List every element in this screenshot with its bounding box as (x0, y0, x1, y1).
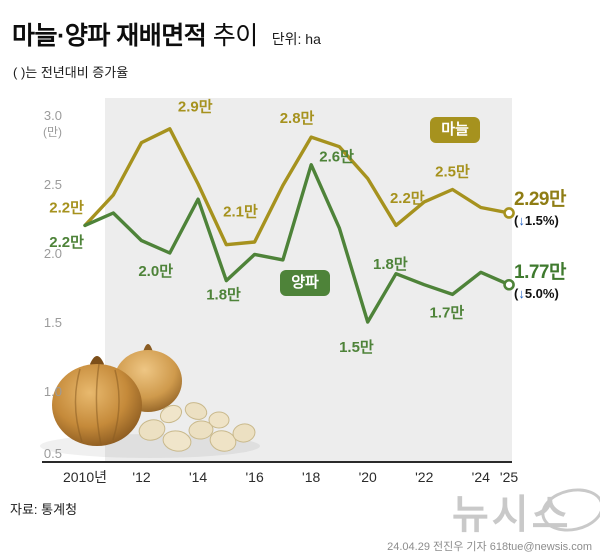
onion-line (83, 162, 511, 324)
y-tick-label: 2.0 (44, 246, 62, 261)
y-tick-label: 1.0 (44, 384, 62, 399)
onion-data-label: 2.6만 (319, 148, 354, 165)
onion-skin-streak (74, 368, 83, 443)
paren: ( (514, 286, 519, 301)
paren: ( (514, 213, 519, 228)
y-tick-label: 2.5 (44, 177, 62, 192)
onion-data-label: 1.7만 (430, 304, 465, 321)
garlic-data-label: 2.8만 (280, 110, 315, 127)
onion-skin-streak (112, 369, 120, 441)
down-arrow-icon: ↓ (518, 213, 525, 228)
title-main: 마늘·양파 재배면적 (12, 22, 207, 50)
garlic-series-badge: 마늘 (430, 117, 480, 143)
garlic-data-label: 2.1만 (223, 204, 258, 221)
onion-change: (↓5.0%) (514, 286, 598, 301)
onion-garlic-photo (40, 344, 260, 458)
x-tick-label: 2010년 (63, 469, 107, 485)
x-tick-label: '16 (245, 469, 263, 485)
x-tick-label: '18 (302, 469, 320, 485)
onion-skin-streak (95, 363, 102, 446)
garlic-data-label: 2.5만 (435, 164, 470, 181)
y-tick-label: 3.0 (44, 108, 62, 123)
byline-credit: 24.04.29 전진우 기자 618tue@newsis.com (387, 541, 592, 553)
garlic-data-label: 2.9만 (178, 99, 213, 116)
onion-data-label: 1.5만 (339, 339, 374, 356)
onion-latest-callout: 1.77만 (↓5.0%) (514, 257, 598, 301)
x-tick-label: '25 (500, 469, 518, 485)
garlic-change: (↓1.5%) (514, 213, 598, 228)
x-tick-label: '12 (132, 469, 150, 485)
garlic-cloves (138, 402, 256, 452)
garlic-line (83, 127, 511, 247)
y-tick-label: 0.5 (44, 446, 62, 461)
onion-end-marker (503, 278, 515, 291)
onion-latest-value: 1.77만 (514, 262, 566, 283)
header: 마늘·양파 재배면적 추이 단위: ha (12, 16, 321, 52)
onion-data-label: 2.0만 (138, 263, 173, 280)
garlic-end-marker (503, 207, 515, 219)
onion-data-label: 1.8만 (206, 286, 241, 303)
garlic-data-label: 2.2만 (49, 199, 84, 216)
onion-change-pct: 5.0%) (524, 286, 559, 301)
onion-data-label: 1.8만 (373, 256, 408, 273)
y-axis-unit-label: (만) (43, 125, 62, 139)
chart-note: ( )는 전년대비 증가율 (13, 65, 129, 80)
garlic-latest-callout: 2.29만 (↓1.5%) (514, 184, 598, 228)
x-tick-label: '20 (359, 469, 377, 485)
y-tick-label: 1.5 (44, 315, 62, 330)
x-tick-label: '24 (472, 469, 490, 485)
newsis-watermark-logo: 뉴시스 (452, 493, 572, 537)
garlic-data-label: 2.2만 (390, 190, 425, 207)
onion-series-badge: 양파 (280, 270, 330, 296)
x-tick-label: '14 (189, 469, 207, 485)
onion-data-label: 2.2만 (49, 234, 84, 251)
page-title: 마늘·양파 재배면적 추이 (12, 16, 258, 52)
down-arrow-icon: ↓ (518, 286, 525, 301)
title-sub: 추이 (212, 22, 259, 50)
unit-label: 단위: ha (271, 31, 321, 47)
x-tick-label: '22 (415, 469, 433, 485)
garlic-latest-value: 2.29만 (514, 189, 566, 210)
garlic-change-pct: 1.5%) (524, 213, 559, 228)
source-credit: 자료: 통계청 (10, 502, 78, 517)
